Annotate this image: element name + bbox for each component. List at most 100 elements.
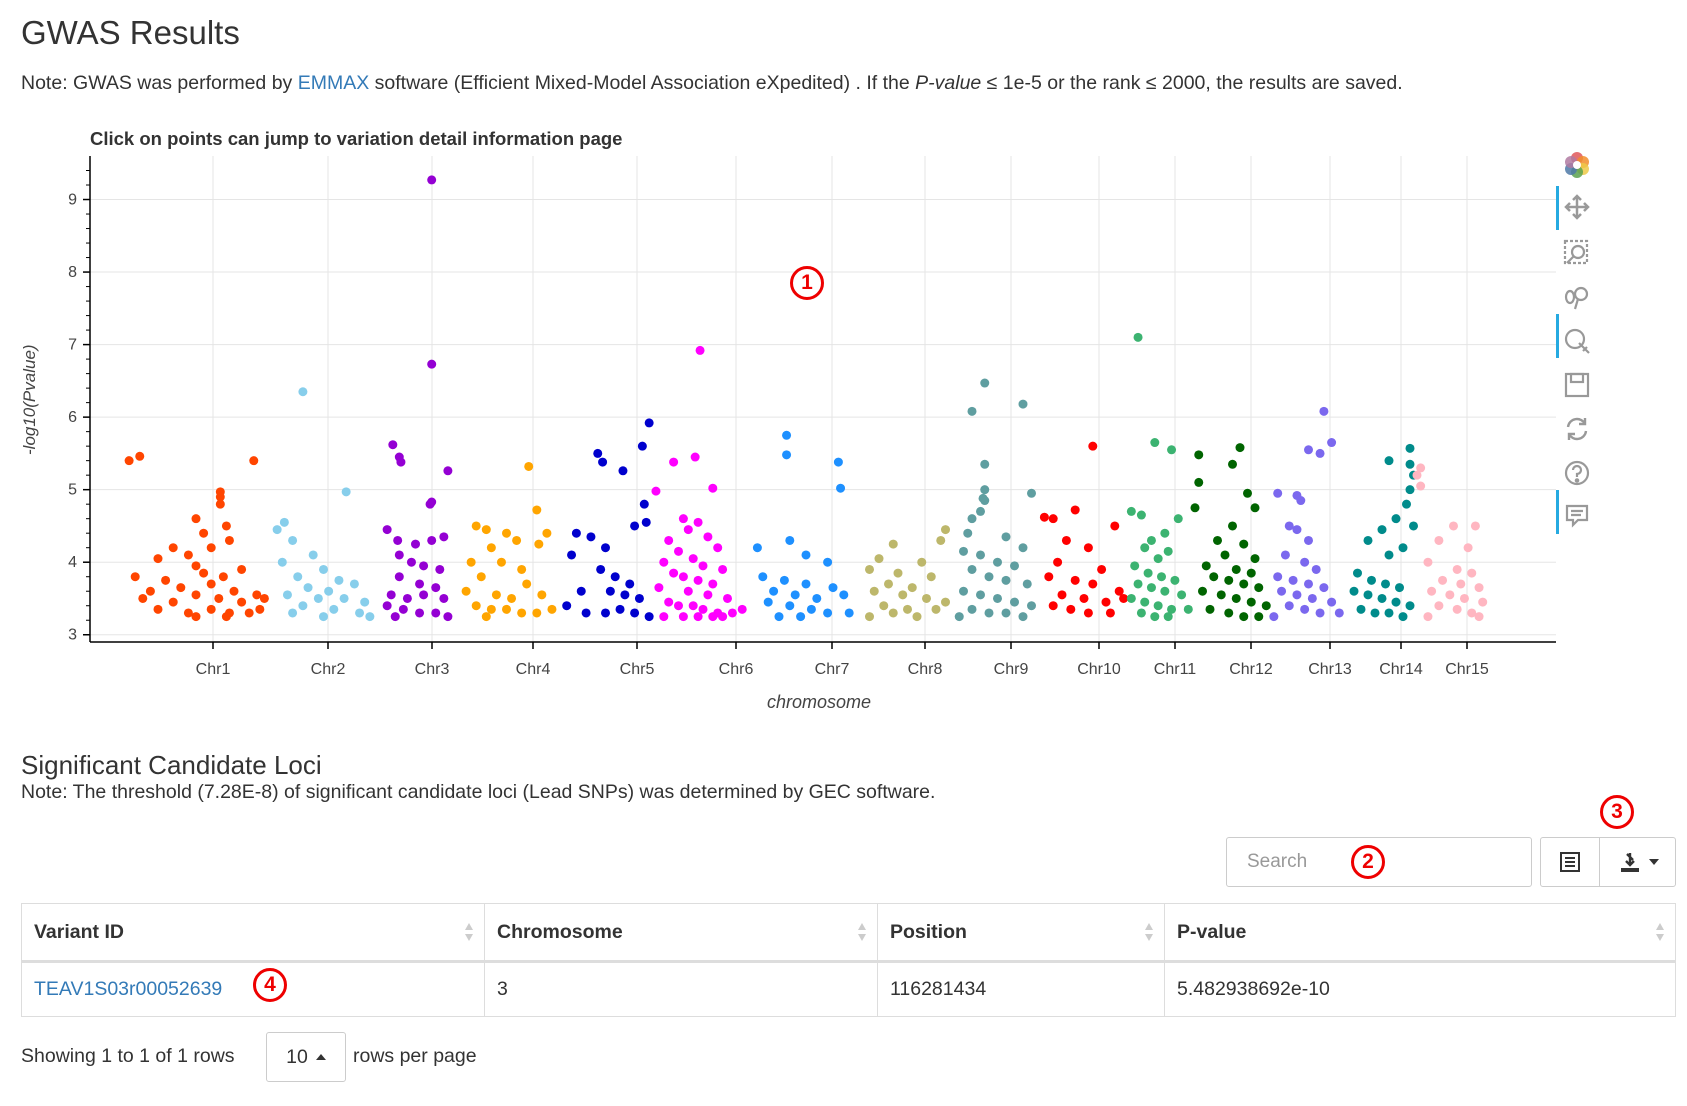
data-point[interactable] <box>1334 608 1344 618</box>
data-point[interactable] <box>191 514 201 524</box>
data-point[interactable] <box>1231 593 1241 603</box>
data-point[interactable] <box>893 568 903 578</box>
data-point[interactable] <box>796 612 806 622</box>
data-point[interactable] <box>443 466 453 476</box>
data-point[interactable] <box>605 586 615 596</box>
data-point[interactable] <box>844 608 854 618</box>
data-point[interactable] <box>888 608 898 618</box>
data-point[interactable] <box>1209 572 1219 582</box>
data-point[interactable] <box>547 604 557 614</box>
data-point[interactable] <box>1110 521 1120 531</box>
data-point[interactable] <box>507 593 517 603</box>
data-point[interactable] <box>980 496 990 506</box>
data-point[interactable] <box>406 557 416 567</box>
data-point[interactable] <box>693 612 703 622</box>
data-point[interactable] <box>828 583 838 593</box>
data-point[interactable] <box>1083 543 1093 553</box>
data-point[interactable] <box>1126 506 1136 516</box>
data-point[interactable] <box>984 608 994 618</box>
data-point[interactable] <box>1130 561 1140 571</box>
data-point[interactable] <box>145 586 155 596</box>
data-point[interactable] <box>288 608 298 618</box>
data-point[interactable] <box>703 590 713 600</box>
data-point[interactable] <box>524 461 534 471</box>
data-point[interactable] <box>593 448 603 458</box>
data-point[interactable] <box>610 572 620 582</box>
data-point[interactable] <box>537 590 547 600</box>
data-point[interactable] <box>176 583 186 593</box>
data-point[interactable] <box>907 583 917 593</box>
data-point[interactable] <box>339 593 349 603</box>
data-point[interactable] <box>865 612 874 622</box>
data-point[interactable] <box>534 539 544 549</box>
data-point[interactable] <box>601 543 610 553</box>
data-point[interactable] <box>398 604 408 614</box>
data-point[interactable] <box>601 608 610 618</box>
data-point[interactable] <box>215 492 225 502</box>
data-point[interactable] <box>1101 597 1111 607</box>
data-point[interactable] <box>1405 443 1415 453</box>
columns-button[interactable] <box>1540 837 1600 887</box>
data-point[interactable] <box>769 586 779 596</box>
data-point[interactable] <box>1153 554 1163 564</box>
data-point[interactable] <box>669 457 679 467</box>
data-point[interactable] <box>461 586 471 596</box>
data-point[interactable] <box>1160 586 1170 596</box>
search-input[interactable] <box>1226 837 1532 887</box>
data-point[interactable] <box>1001 532 1011 542</box>
data-point[interactable] <box>1327 438 1337 448</box>
data-point[interactable] <box>693 575 703 585</box>
data-point[interactable] <box>415 579 425 589</box>
data-point[interactable] <box>382 601 392 611</box>
data-point[interactable] <box>1201 561 1211 571</box>
data-point[interactable] <box>1044 572 1054 582</box>
data-point[interactable] <box>1367 575 1376 585</box>
data-point[interactable] <box>959 546 968 556</box>
data-point[interactable] <box>1467 568 1477 578</box>
data-point[interactable] <box>936 535 946 545</box>
data-point[interactable] <box>224 535 234 545</box>
data-point[interactable] <box>698 604 708 614</box>
data-point[interactable] <box>1391 597 1401 607</box>
help-icon[interactable] <box>1562 458 1592 488</box>
data-point[interactable] <box>443 612 453 622</box>
data-point[interactable] <box>1427 586 1437 596</box>
data-point[interactable] <box>1177 590 1187 600</box>
data-point[interactable] <box>1280 550 1290 560</box>
data-point[interactable] <box>941 525 950 535</box>
data-point[interactable] <box>1048 601 1058 611</box>
data-point[interactable] <box>869 586 879 596</box>
data-point[interactable] <box>1412 470 1422 480</box>
data-point[interactable] <box>435 564 445 574</box>
data-point[interactable] <box>183 608 193 618</box>
data-point[interactable] <box>153 604 163 614</box>
data-point[interactable] <box>1405 459 1415 469</box>
data-point[interactable] <box>1273 488 1283 498</box>
data-point[interactable] <box>782 450 792 460</box>
data-point[interactable] <box>1183 604 1193 614</box>
data-point[interactable] <box>779 575 789 585</box>
data-point[interactable] <box>763 597 773 607</box>
data-point[interactable] <box>630 521 640 531</box>
data-point[interactable] <box>1088 579 1098 589</box>
data-point[interactable] <box>1228 459 1237 469</box>
data-point[interactable] <box>1190 503 1200 513</box>
data-point[interactable] <box>1434 535 1444 545</box>
data-point[interactable] <box>303 583 313 593</box>
data-point[interactable] <box>1416 463 1426 473</box>
bokeh-logo-icon[interactable] <box>1562 150 1592 180</box>
data-point[interactable] <box>1470 521 1480 531</box>
data-point[interactable] <box>1246 597 1256 607</box>
data-point[interactable] <box>833 457 843 467</box>
data-point[interactable] <box>1167 604 1177 614</box>
data-point[interactable] <box>191 612 201 622</box>
data-point[interactable] <box>237 597 247 607</box>
data-point[interactable] <box>1284 521 1294 531</box>
data-point[interactable] <box>1304 445 1313 455</box>
data-point[interactable] <box>1296 496 1306 506</box>
export-button[interactable] <box>1599 837 1676 887</box>
data-point[interactable] <box>1405 485 1415 495</box>
data-point[interactable] <box>812 593 822 603</box>
data-point[interactable] <box>651 486 661 496</box>
data-point[interactable] <box>898 590 908 600</box>
